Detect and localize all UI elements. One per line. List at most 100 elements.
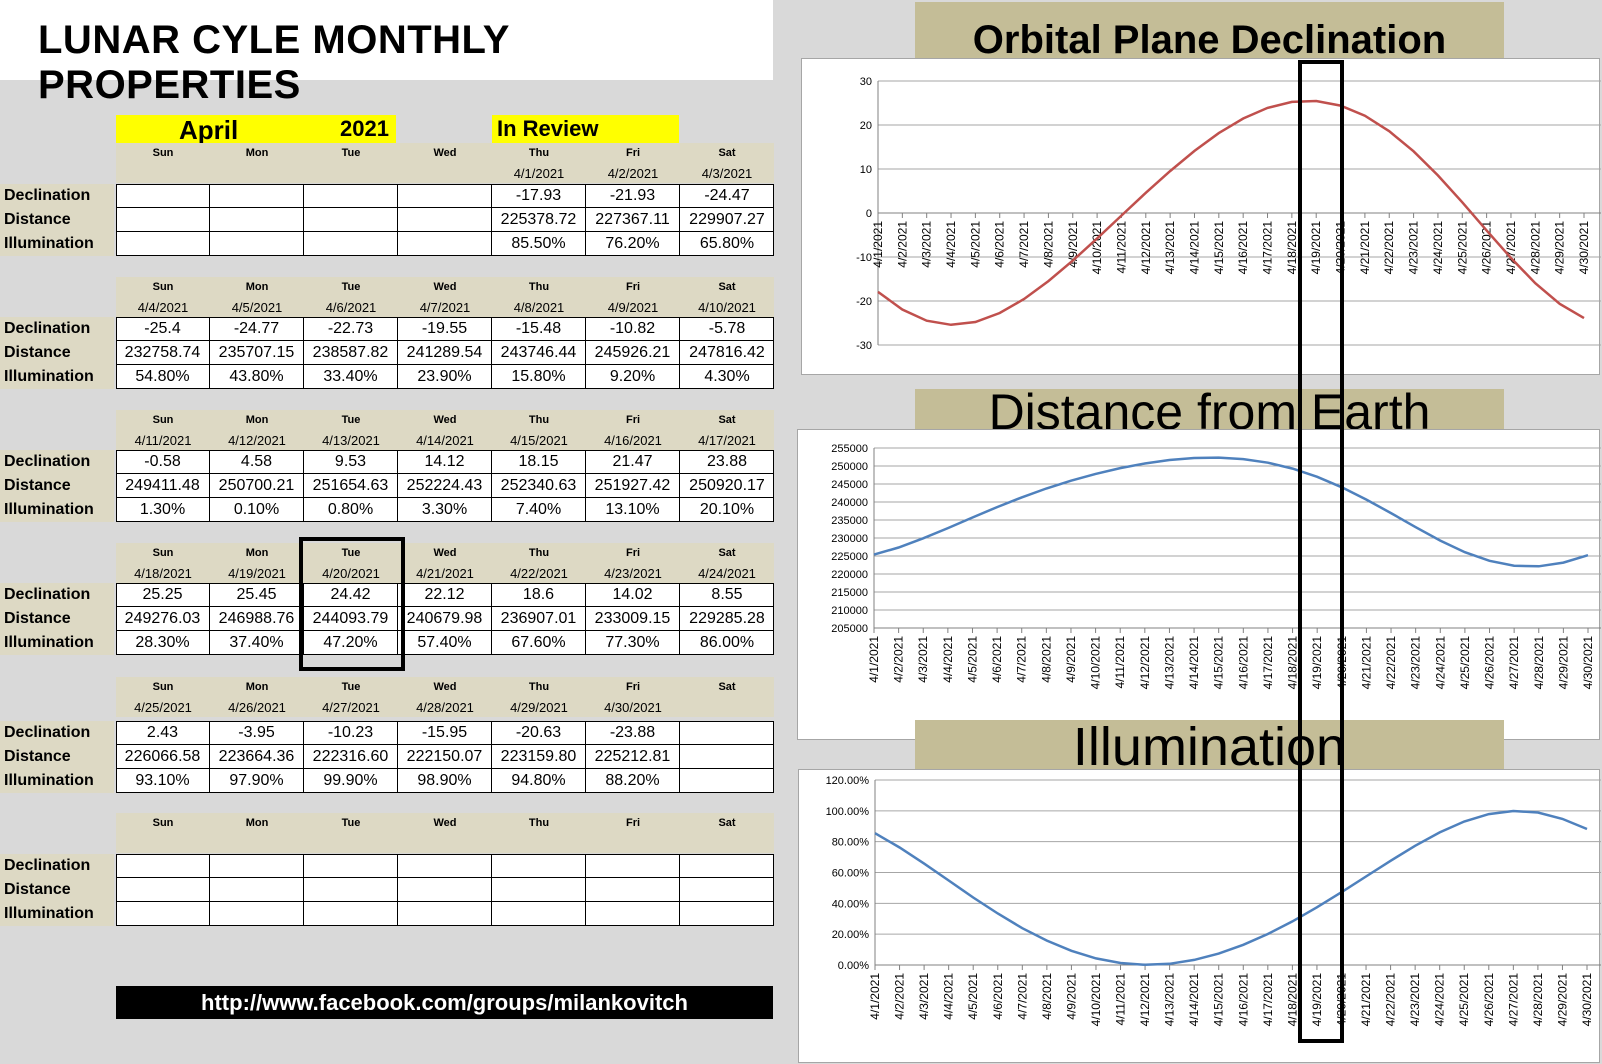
distance-cell xyxy=(398,208,492,232)
week-values-grid: -25.4 -24.77 -22.73 -19.55 -15.48 -10.82 -5.78… xyxy=(116,317,774,389)
illumination-cell: 3.30% xyxy=(398,498,492,522)
day-name: Tue xyxy=(341,147,361,159)
distance-cell: 225378.72 xyxy=(492,208,586,232)
illumination-cell: 9.20% xyxy=(586,365,680,389)
row-label-illumination: Illumination xyxy=(4,368,94,385)
week-values-grid: -0.58 4.58 9.53 14.12 18.15 21.47 23.88 249411.… xyxy=(116,450,774,522)
x-tick-label: 4/2/2021 xyxy=(892,636,906,683)
chart-svg: 120.00% 100.00% 80.00% 60.00% 40.00% 20.00% 0.… xyxy=(826,775,1601,1027)
selected-date-chart-marker xyxy=(1298,60,1344,1043)
day-name: Thu xyxy=(528,547,550,559)
illumination-cell: 57.40% xyxy=(398,631,492,655)
date-label: 4/10/2021 xyxy=(698,300,756,315)
day-name: Sun xyxy=(152,547,174,559)
date-label: 4/12/2021 xyxy=(228,433,286,448)
illumination-cell xyxy=(586,902,680,926)
week-values-grid: 2.43 -3.95 -10.23 -15.95 -20.63 -23.88 226066.… xyxy=(116,721,774,793)
declination-cell xyxy=(398,184,492,208)
x-tick-label: 4/8/2021 xyxy=(1039,636,1053,683)
chart-svg: 255000 250000 245000 240000 235000 230000 2250… xyxy=(831,443,1601,690)
day-name: Sun xyxy=(152,817,174,829)
distance-cell xyxy=(304,208,398,232)
declination-cell: 23.88 xyxy=(680,450,774,474)
row-label-declination: Declination xyxy=(4,724,91,741)
day-name: Wed xyxy=(433,681,457,693)
illumination-cell: 47.20% xyxy=(304,631,398,655)
x-tick-label: 4/8/2021 xyxy=(1040,973,1054,1020)
distance-cell: 250700.21 xyxy=(210,474,304,498)
declination-chart: 30 20 10 0 -10 -20 -30 4/1/2021 4/2/2021 4/3/2021… xyxy=(801,58,1601,375)
distance-cell: 240679.98 xyxy=(398,607,492,631)
distance-cell: 226066.58 xyxy=(116,745,210,769)
illumination-cell: 0.80% xyxy=(304,498,398,522)
day-name: Mon xyxy=(245,281,269,293)
date-label: 4/20/2021 xyxy=(322,566,380,581)
x-tick-label: 4/17/2021 xyxy=(1261,221,1275,275)
date-label: 4/9/2021 xyxy=(607,300,659,315)
illumination-cell xyxy=(304,232,398,256)
x-tick-label: 4/22/2021 xyxy=(1384,973,1398,1027)
day-name: Tue xyxy=(341,817,361,829)
x-tick-label: 4/1/2021 xyxy=(867,636,881,683)
distance-cell: 244093.79 xyxy=(304,607,398,631)
day-name: Mon xyxy=(245,681,269,693)
x-tick-label: 4/13/2021 xyxy=(1163,221,1177,275)
x-tick-label: 4/14/2021 xyxy=(1187,221,1201,275)
x-tick-label: 4/3/2021 xyxy=(917,973,931,1020)
declination-cell: -22.73 xyxy=(304,317,398,341)
y-tick-label: 245000 xyxy=(831,479,868,491)
day-name: Wed xyxy=(433,147,457,159)
date-label: 4/8/2021 xyxy=(513,300,565,315)
x-tick-label: 4/24/2021 xyxy=(1433,973,1447,1027)
illumination-cell: 98.90% xyxy=(398,769,492,793)
row-labels: Declination Distance Illumination xyxy=(0,854,114,926)
illumination-cell xyxy=(116,232,210,256)
distance-cell: 243746.44 xyxy=(492,341,586,365)
x-tick-label: 4/16/2021 xyxy=(1236,973,1250,1027)
distance-cell xyxy=(210,208,304,232)
day-name: Mon xyxy=(245,547,269,559)
row-label-illumination: Illumination xyxy=(4,235,94,252)
declination-cell: -24.77 xyxy=(210,317,304,341)
date-label: 4/24/2021 xyxy=(698,566,756,581)
y-tick-label: 240000 xyxy=(831,497,868,509)
distance-cell xyxy=(586,878,680,902)
declination-cell xyxy=(398,854,492,878)
review-header: In Review xyxy=(492,115,679,143)
illumination-cell xyxy=(398,902,492,926)
illumination-cell: 67.60% xyxy=(492,631,586,655)
date-label: 4/26/2021 xyxy=(228,700,286,715)
footer-url[interactable]: http://www.facebook.com/groups/milankovi… xyxy=(201,990,688,1015)
row-label-declination: Declination xyxy=(4,453,91,470)
illumination-cell: 15.80% xyxy=(492,365,586,389)
row-label-distance: Distance xyxy=(4,344,71,361)
row-label-illumination: Illumination xyxy=(4,772,94,789)
distance-cell: 232758.74 xyxy=(116,341,210,365)
x-tick-label: 4/25/2021 xyxy=(1458,636,1472,690)
date-label: 4/17/2021 xyxy=(698,433,756,448)
x-tick-label: 4/30/2021 xyxy=(1580,973,1594,1027)
day-name: Wed xyxy=(433,414,457,426)
x-tick-label: 4/5/2021 xyxy=(965,636,979,683)
row-label-declination: Declination xyxy=(4,187,91,204)
row-label-distance: Distance xyxy=(4,610,71,627)
y-tick-label: 40.00% xyxy=(832,898,870,910)
y-tick-label: -20 xyxy=(856,296,872,308)
declination-cell xyxy=(680,721,774,745)
y-tick-label: 10 xyxy=(860,164,872,176)
x-tick-label: 4/18/2021 xyxy=(1285,973,1299,1027)
x-tick-label: 4/28/2021 xyxy=(1528,221,1542,275)
date-label: 4/22/2021 xyxy=(510,566,568,581)
x-tick-label: 4/17/2021 xyxy=(1261,636,1275,690)
declination-cell: 24.42 xyxy=(304,583,398,607)
day-name: Tue xyxy=(341,281,361,293)
y-tick-label: 0 xyxy=(866,208,872,220)
illumination-cell: 85.50% xyxy=(492,232,586,256)
declination-cell: -0.58 xyxy=(116,450,210,474)
illumination-chart-title: Illumination xyxy=(1072,720,1347,770)
week-header xyxy=(116,813,774,853)
y-tick-label: 100.00% xyxy=(826,806,870,818)
distance-cell: 252224.43 xyxy=(398,474,492,498)
x-tick-label: 4/5/2021 xyxy=(966,973,980,1020)
x-tick-label: 4/21/2021 xyxy=(1358,221,1372,275)
